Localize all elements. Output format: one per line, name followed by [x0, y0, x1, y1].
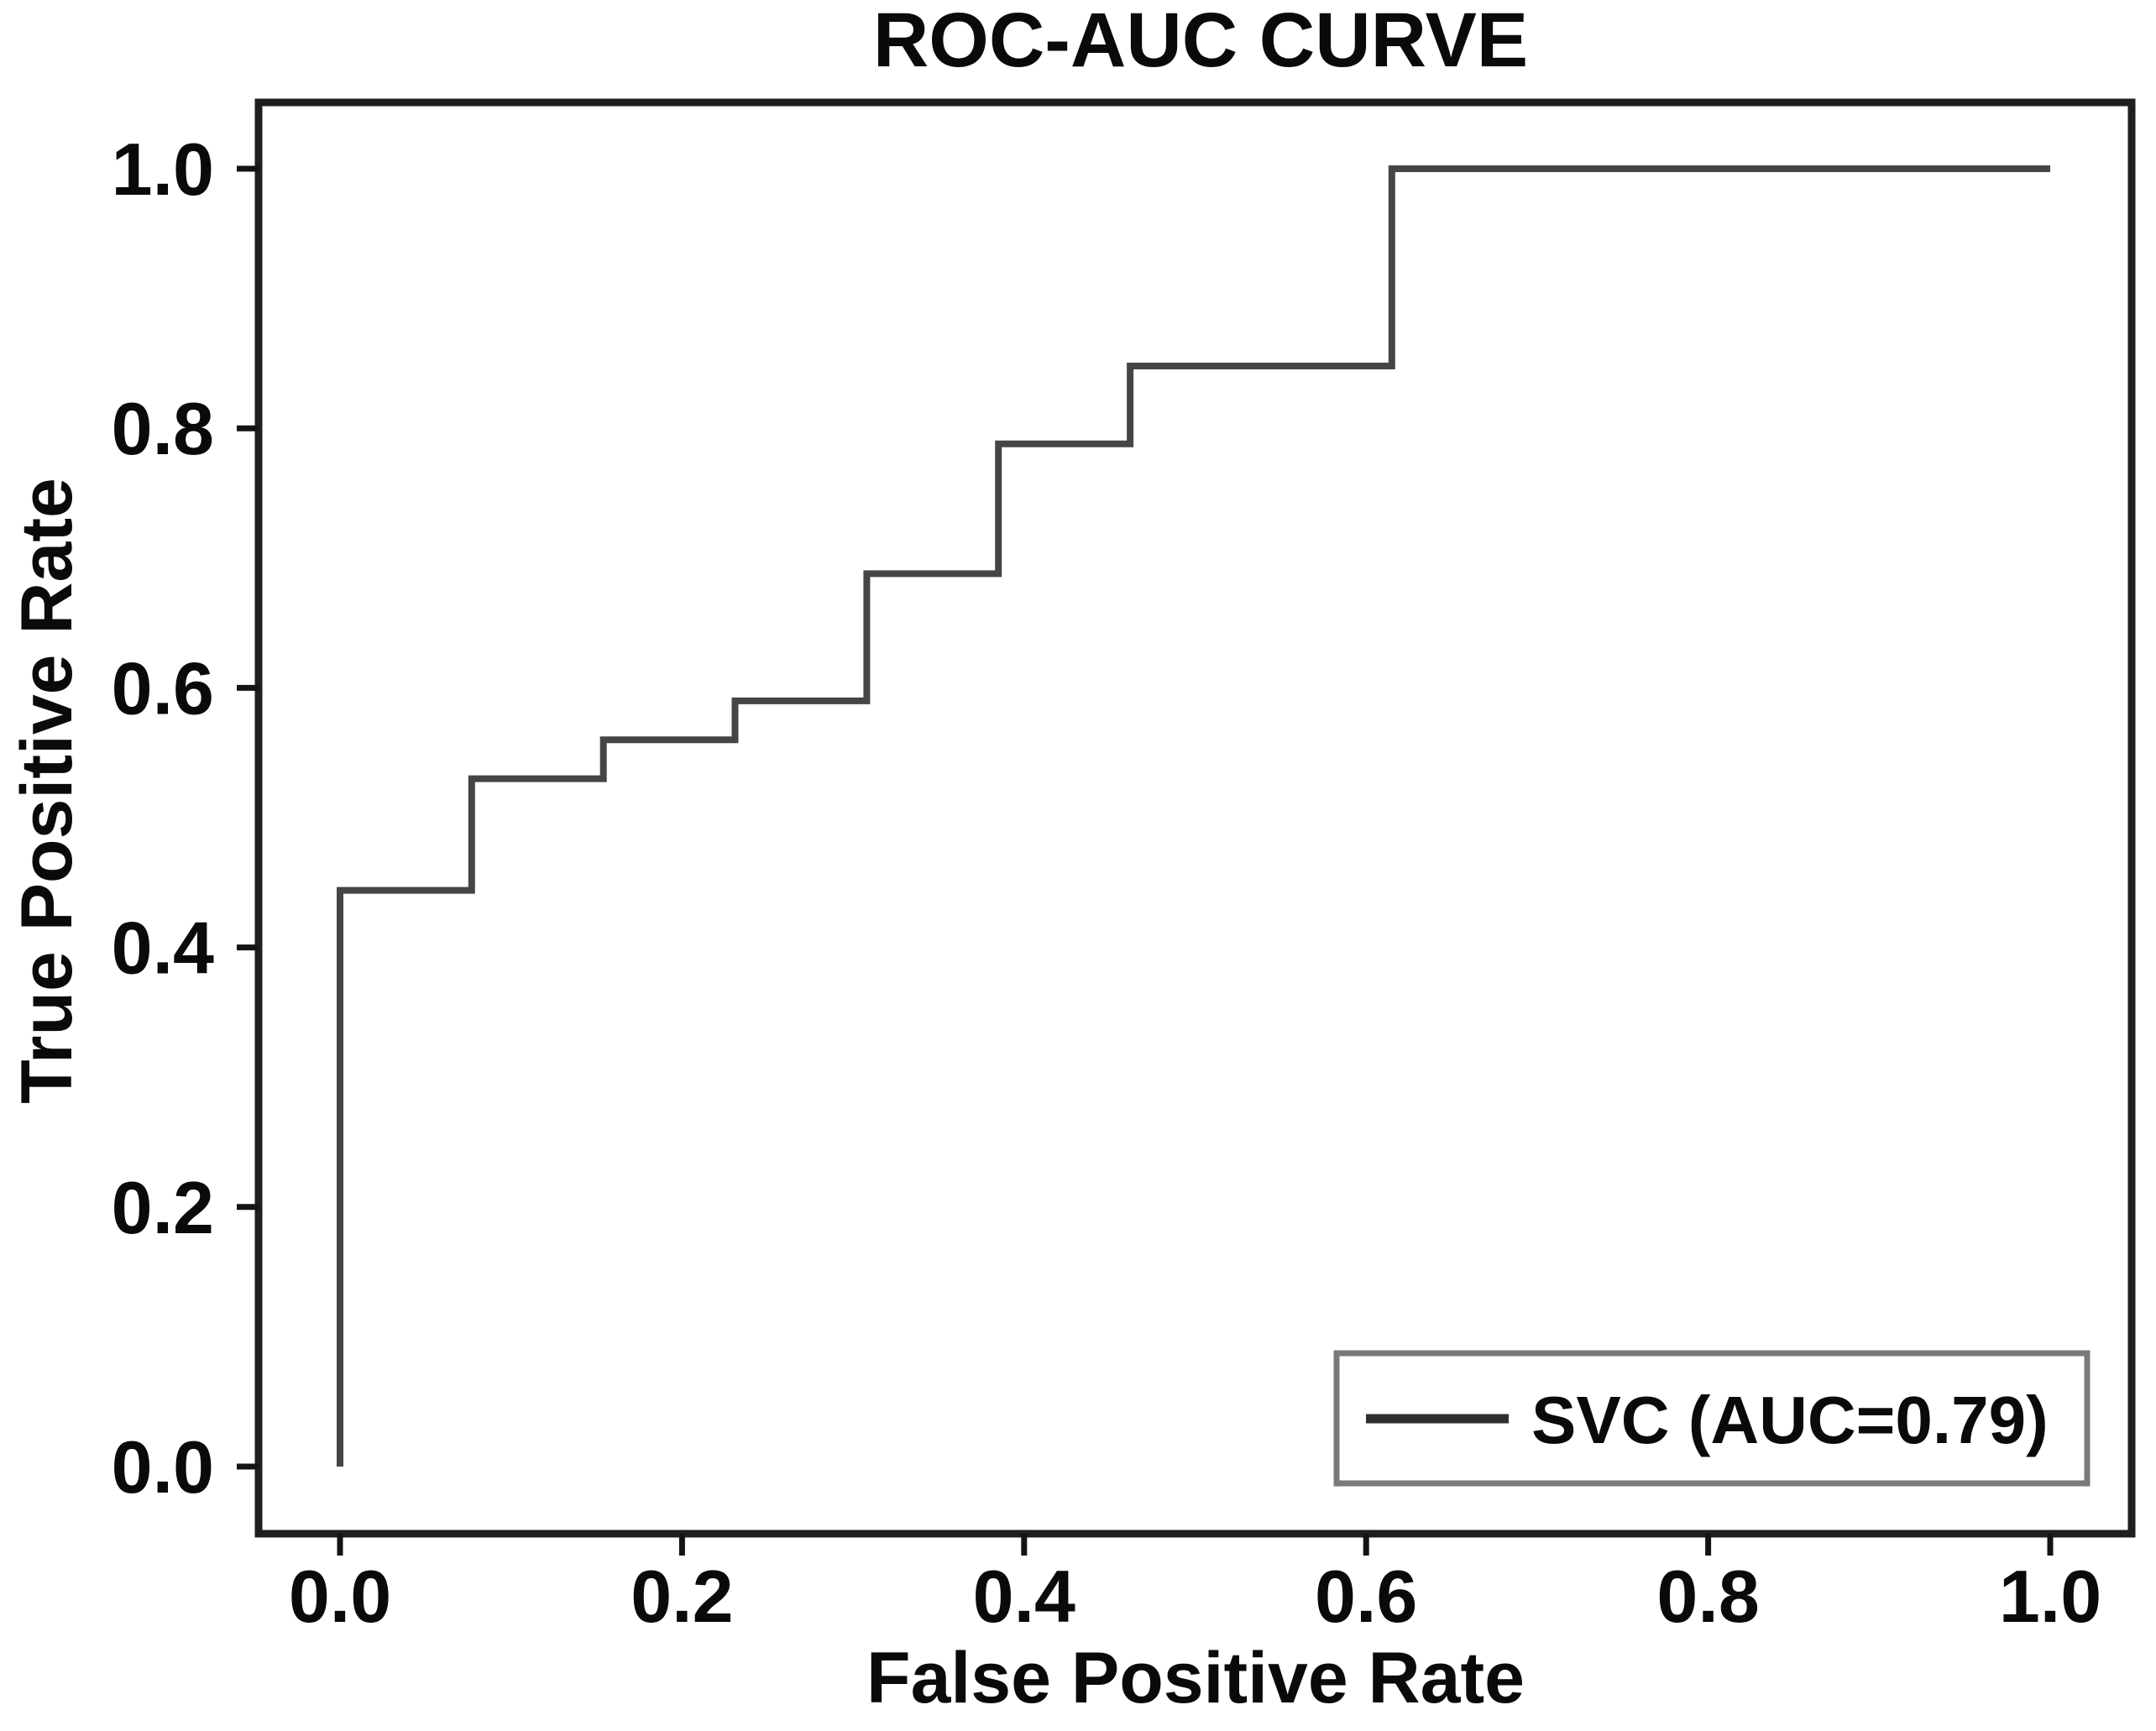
y-tick-label: 0.0	[112, 1425, 214, 1509]
legend: SVC (AUC=0.79)	[1333, 1350, 2091, 1487]
x-axis-ticks	[337, 1534, 2054, 1556]
y-tick-label: 0.6	[112, 646, 214, 730]
y-tick-label: 0.8	[112, 387, 214, 470]
x-tick-label: 0.8	[1656, 1555, 1759, 1638]
x-tick-label: 0.4	[973, 1555, 1075, 1638]
legend-label: SVC (AUC=0.79)	[1531, 1383, 2049, 1457]
x-tick-label: 0.6	[1315, 1555, 1417, 1638]
y-axis-ticks	[237, 165, 259, 1470]
x-axis-tick-labels: 0.0 0.2 0.4 0.6 0.8 1.0	[289, 1555, 2101, 1638]
y-axis-tick-labels: 0.0 0.2 0.4 0.6 0.8 1.0	[112, 128, 214, 1509]
y-axis-label: True Positive Rate	[7, 478, 87, 1104]
chart-title: ROC-AUC CURVE	[873, 0, 1528, 83]
y-tick-label: 0.4	[112, 907, 214, 990]
roc-curve	[337, 165, 2050, 1467]
plot-area-border	[254, 98, 2136, 1538]
x-tick-label: 1.0	[1999, 1555, 2101, 1638]
y-tick-label: 1.0	[112, 128, 214, 211]
y-tick-label: 0.2	[112, 1166, 214, 1249]
x-tick-label: 0.2	[631, 1555, 733, 1638]
x-tick-label: 0.0	[289, 1555, 391, 1638]
x-axis-label: False Positive Rate	[866, 1638, 1525, 1718]
